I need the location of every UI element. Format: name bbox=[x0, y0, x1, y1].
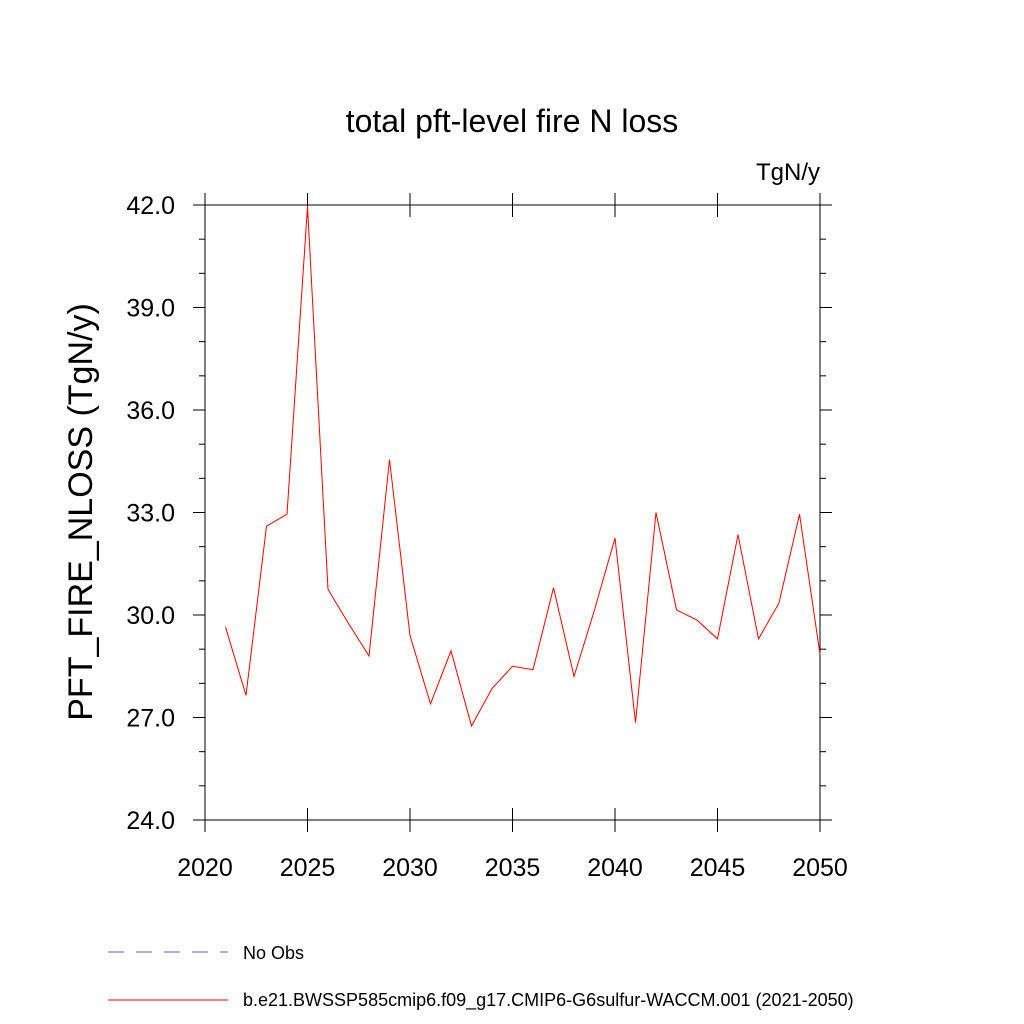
chart-title: total pft-level fire N loss bbox=[346, 103, 679, 139]
series-line bbox=[225, 206, 821, 728]
x-tick-label: 2030 bbox=[382, 854, 438, 882]
y-tick-label: 36.0 bbox=[126, 397, 175, 425]
y-tick-label: 27.0 bbox=[126, 705, 175, 733]
x-tick-label: 2040 bbox=[587, 854, 643, 882]
x-tick-labels: 2020 2025 2030 2035 2040 2045 2050 bbox=[177, 854, 848, 882]
y-tick-labels: 24.0 27.0 30.0 33.0 36.0 39.0 42.0 bbox=[126, 192, 175, 835]
legend: No Obs b.e21.BWSSP585cmip6.f09_g17.CMIP6… bbox=[108, 943, 854, 1011]
x-tick-label: 2045 bbox=[690, 854, 746, 882]
axis-ticks bbox=[193, 193, 832, 832]
y-tick-label: 42.0 bbox=[126, 192, 175, 220]
y-tick-label: 33.0 bbox=[126, 500, 175, 528]
x-tick-label: 2035 bbox=[485, 854, 541, 882]
series-layer bbox=[225, 206, 821, 728]
x-tick-label: 2025 bbox=[280, 854, 336, 882]
legend-label-no-obs: No Obs bbox=[243, 943, 304, 963]
x-tick-label: 2050 bbox=[792, 854, 848, 882]
y-tick-label: 39.0 bbox=[126, 295, 175, 323]
y-axis-label: PFT_FIRE_NLOSS (TgN/y) bbox=[62, 303, 100, 721]
units-label: TgN/y bbox=[756, 159, 820, 186]
y-tick-label: 24.0 bbox=[126, 807, 175, 835]
x-tick-label: 2020 bbox=[177, 854, 233, 882]
plot-frame bbox=[204, 204, 821, 821]
y-tick-label: 30.0 bbox=[126, 602, 175, 630]
legend-label-series: b.e21.BWSSP585cmip6.f09_g17.CMIP6-G6sulf… bbox=[243, 990, 854, 1011]
